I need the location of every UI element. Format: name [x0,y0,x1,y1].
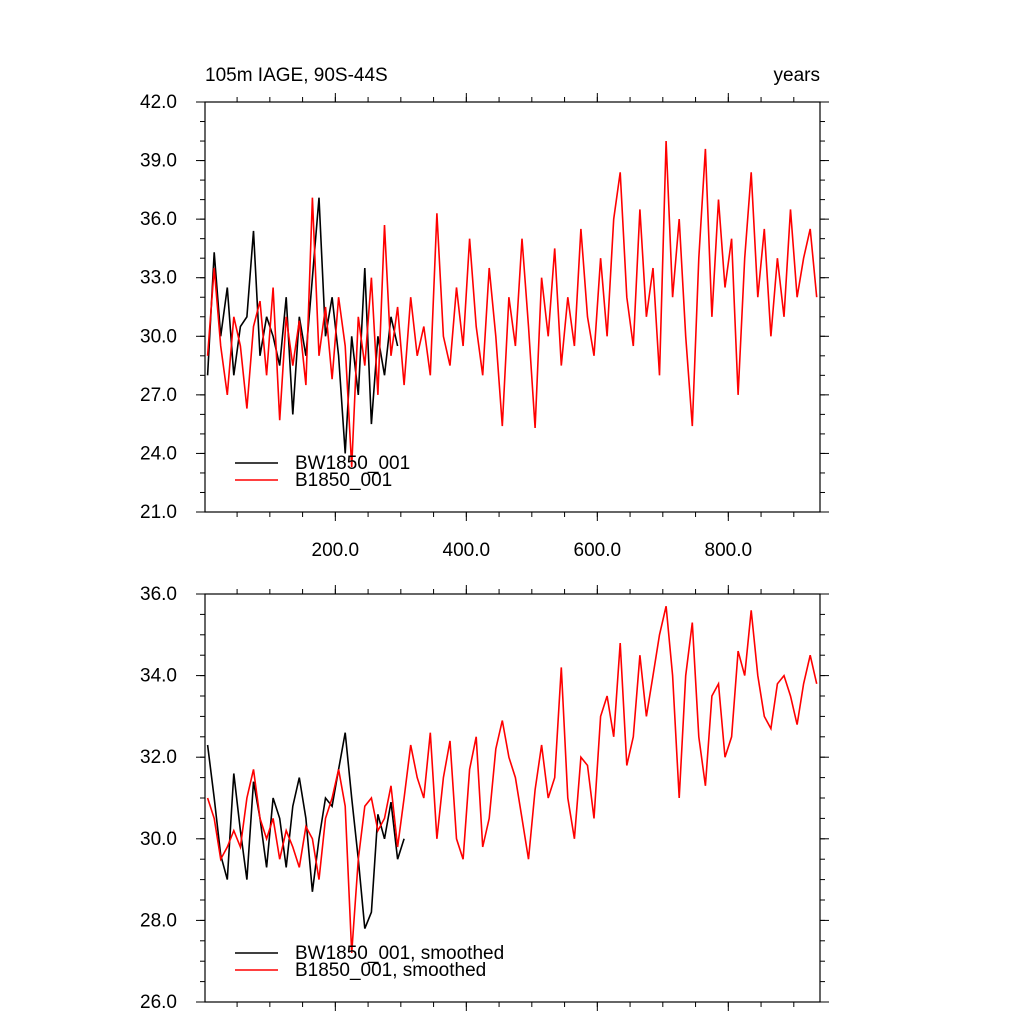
x-tick-label: 800.0 [705,540,753,561]
plot-frame [204,101,821,513]
x-tick-label: 400.0 [443,540,491,561]
plot-frame [204,593,821,1003]
y-tick-label: 42.0 [140,92,177,113]
legend-label: B1850_001 [295,470,392,491]
chart-title: 105m IAGE, 90S-44S [205,65,388,86]
y-tick-label: 34.0 [140,666,177,687]
y-tick-label: 30.0 [140,829,177,850]
y-tick-label: 32.0 [140,747,177,768]
y-tick-label: 27.0 [140,385,177,406]
chart-right-title: years [774,65,820,86]
data-line [206,197,399,454]
x-tick-label: 200.0 [312,540,360,561]
y-tick-label: 36.0 [140,584,177,605]
y-tick-label: 21.0 [140,502,177,523]
y-tick-label: 24.0 [140,443,177,464]
legend-label: BW1850_001 [295,453,410,474]
y-tick-label: 26.0 [140,992,177,1013]
y-tick-label: 33.0 [140,268,177,289]
data-line [206,606,818,954]
y-tick-label: 30.0 [140,326,177,347]
y-tick-label: 39.0 [140,151,177,172]
legend-label: BW1850_001, smoothed [295,943,504,964]
x-tick-label: 600.0 [574,540,622,561]
data-line [206,732,405,929]
data-line [206,140,818,468]
legend-label: B1850_001, smoothed [295,960,486,981]
y-tick-label: 28.0 [140,910,177,931]
y-tick-label: 36.0 [140,209,177,230]
